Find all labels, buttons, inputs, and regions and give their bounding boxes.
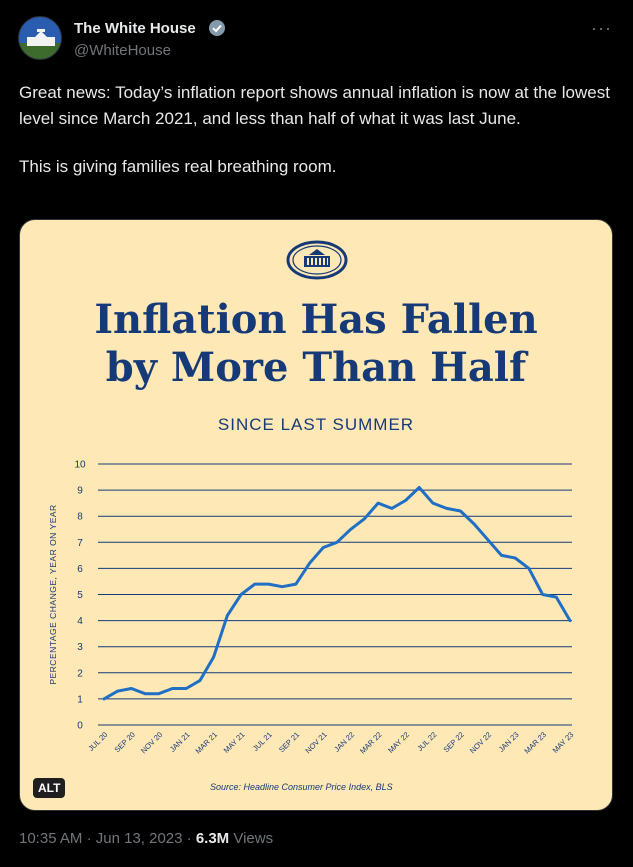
data-point bbox=[486, 538, 489, 541]
data-point bbox=[390, 507, 394, 510]
verified-badge-icon bbox=[209, 20, 225, 36]
chart-source: Source: Headline Consumer Price Index, B… bbox=[210, 782, 393, 792]
x-tick-label: MAY 21 bbox=[222, 730, 247, 755]
tweet-meta: 10:35 AM · Jun 13, 2023 · 6.3M Views bbox=[19, 830, 273, 847]
cpi-series-line bbox=[102, 486, 572, 701]
data-point bbox=[335, 541, 339, 544]
data-point bbox=[418, 486, 421, 489]
y-tick-label: 3 bbox=[77, 642, 83, 653]
x-tick-label: SEP 21 bbox=[277, 730, 301, 754]
tweet-paragraph: Great news: Today’s inflation report sho… bbox=[19, 83, 610, 128]
data-point bbox=[130, 687, 133, 690]
views-count[interactable]: 6.3M bbox=[195, 830, 230, 847]
x-tick-label: SEP 20 bbox=[113, 730, 137, 754]
y-tick-label: 10 bbox=[74, 460, 86, 471]
data-point bbox=[253, 582, 256, 586]
data-point bbox=[431, 501, 435, 505]
data-point bbox=[116, 689, 119, 693]
data-point bbox=[143, 692, 147, 695]
x-tick-label: JUL 21 bbox=[251, 730, 274, 753]
y-tick-label: 5 bbox=[77, 590, 83, 601]
data-point bbox=[445, 507, 448, 510]
x-tick-label: NOV 20 bbox=[139, 730, 164, 755]
data-point bbox=[363, 517, 366, 521]
x-tick-label: NOV 21 bbox=[303, 730, 328, 755]
data-point bbox=[239, 593, 243, 596]
x-tick-label: NOV 22 bbox=[468, 730, 493, 755]
y-tick-label: 4 bbox=[77, 616, 83, 627]
data-point bbox=[349, 528, 352, 531]
data-point bbox=[500, 554, 503, 557]
data-point bbox=[527, 567, 531, 570]
data-point bbox=[376, 501, 380, 505]
data-point bbox=[102, 697, 106, 701]
x-tick-label: MAY 23 bbox=[551, 730, 576, 755]
x-tick-label: JAN 23 bbox=[497, 730, 521, 754]
account-name[interactable]: The White House bbox=[74, 20, 196, 37]
tweet-time[interactable]: 10:35 AM bbox=[19, 830, 83, 847]
data-point bbox=[280, 585, 284, 588]
data-point bbox=[472, 522, 476, 526]
data-point bbox=[212, 655, 215, 659]
x-tick-label: JUL 20 bbox=[86, 730, 109, 753]
x-tick-label: MAR 21 bbox=[194, 730, 220, 756]
chart-title-line: by More Than Half bbox=[105, 344, 527, 391]
meta-separator: · bbox=[86, 830, 92, 847]
data-point bbox=[267, 582, 270, 586]
tweet-header: The White House @WhiteHouse ··· bbox=[18, 14, 618, 62]
data-point bbox=[308, 561, 311, 565]
y-tick-label: 2 bbox=[77, 668, 83, 679]
inflation-line-chart: 0 1 2 3 4 5 6 7 8 9 10 PERCENTAGE CHANGE, YEAR ON Y… bbox=[48, 460, 576, 756]
y-tick-label: 1 bbox=[77, 694, 83, 705]
meta-separator: · bbox=[186, 830, 192, 847]
y-tick-label: 7 bbox=[77, 538, 83, 549]
y-tick-label: 0 bbox=[77, 721, 83, 732]
data-point bbox=[294, 582, 298, 586]
x-tick-label: MAY 22 bbox=[386, 730, 411, 755]
data-point bbox=[568, 619, 572, 622]
data-point bbox=[555, 595, 558, 599]
views-label: Views bbox=[233, 830, 274, 847]
avatar[interactable] bbox=[18, 16, 62, 60]
data-point bbox=[198, 679, 202, 682]
data-point bbox=[322, 546, 325, 549]
x-tick-label: JAN 22 bbox=[332, 730, 356, 754]
data-point bbox=[157, 692, 161, 695]
data-point bbox=[404, 499, 407, 502]
account-handle[interactable]: @WhiteHouse bbox=[74, 42, 171, 59]
tweet-date[interactable]: Jun 13, 2023 bbox=[95, 830, 183, 847]
chart-title-line: Inflation Has Fallen bbox=[94, 296, 538, 343]
more-horizontal-icon[interactable]: ··· bbox=[591, 18, 612, 38]
x-tick-label: MAR 22 bbox=[358, 730, 384, 756]
x-tick-label: MAR 23 bbox=[522, 730, 548, 756]
x-tick-label: JUL 22 bbox=[415, 730, 438, 753]
y-axis-label: PERCENTAGE CHANGE, YEAR ON YEAR bbox=[48, 504, 58, 684]
y-tick-label: 6 bbox=[77, 564, 83, 575]
chart-title: Inflation Has Fallen by More Than Half bbox=[20, 296, 612, 392]
alt-badge[interactable]: ALT bbox=[33, 778, 66, 798]
chart-subtitle: SINCE LAST SUMMER bbox=[217, 415, 415, 434]
data-point bbox=[541, 593, 544, 596]
data-point bbox=[226, 614, 229, 617]
white-house-avatar-icon bbox=[19, 17, 61, 59]
x-tick-label: JAN 21 bbox=[168, 730, 192, 754]
data-point bbox=[185, 687, 188, 690]
y-tick-label: 8 bbox=[77, 512, 83, 523]
x-tick-label: SEP 22 bbox=[442, 730, 466, 754]
tweet-text: Great news: Today’s inflation report sho… bbox=[19, 80, 615, 180]
y-tick-label: 9 bbox=[77, 486, 83, 497]
data-point bbox=[513, 556, 517, 560]
white-house-seal-icon bbox=[286, 240, 348, 280]
data-point bbox=[171, 687, 174, 690]
tweet-image[interactable]: Inflation Has Fallen by More Than Half S… bbox=[19, 219, 613, 811]
tweet-paragraph: This is giving families real breathing r… bbox=[19, 157, 337, 176]
data-point bbox=[459, 509, 462, 513]
